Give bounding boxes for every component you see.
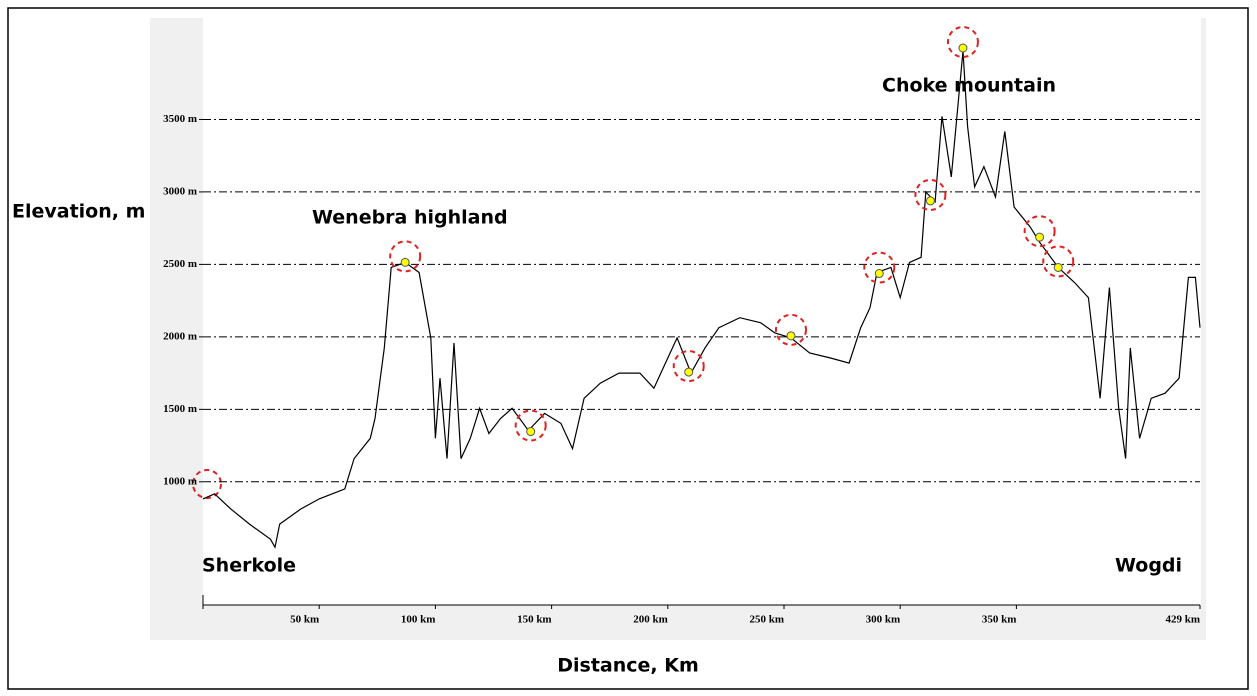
marker — [1053, 262, 1063, 272]
highlight-circle — [914, 178, 947, 211]
x-tick-label: 250 km — [749, 614, 784, 626]
annotation: Wogdi — [1115, 555, 1182, 577]
marker — [925, 196, 935, 206]
marker — [526, 427, 536, 437]
highlight-circle — [672, 350, 705, 383]
marker — [874, 269, 884, 279]
annotation: Sherkole — [202, 555, 296, 577]
y-tick-label: 2500 m — [163, 258, 197, 270]
x-tick-label: 200 km — [633, 614, 668, 626]
marker — [400, 257, 410, 267]
marker — [1035, 232, 1045, 242]
highlight-circle — [192, 469, 222, 499]
y-axis-label: Elevation, m — [12, 201, 145, 223]
x-tick-label: 300 km — [866, 614, 901, 626]
highlight-circle — [1023, 215, 1056, 248]
x-tick-label: 429 km — [1165, 614, 1200, 626]
highlight-circle — [863, 251, 896, 284]
x-tick-label: 100 km — [401, 614, 436, 626]
plot-area — [203, 18, 1201, 605]
y-tick-label: 3500 m — [163, 113, 197, 125]
marker — [684, 367, 694, 377]
highlight-circle — [389, 240, 422, 273]
marker — [958, 43, 968, 53]
profile-line — [202, 50, 1201, 549]
highlight-circle — [514, 409, 547, 442]
y-tick-label: 3000 m — [163, 185, 197, 197]
x-tick-label: 150 km — [517, 614, 552, 626]
annotation: Choke mountain — [882, 75, 1056, 97]
x-tick-label: 350 km — [982, 614, 1017, 626]
highlight-circle — [1042, 245, 1075, 278]
y-tick-label: 1500 m — [163, 403, 197, 415]
marker — [786, 331, 796, 341]
highlight-circle — [946, 26, 979, 59]
x-axis-label: Distance, Km — [557, 655, 699, 677]
x-tick-label: 50 km — [290, 614, 319, 626]
highlight-circle — [774, 313, 807, 346]
y-tick-label: 2000 m — [163, 330, 197, 342]
y-tick-label: 1000 m — [163, 475, 197, 487]
annotation: Wenebra highland — [312, 207, 508, 229]
